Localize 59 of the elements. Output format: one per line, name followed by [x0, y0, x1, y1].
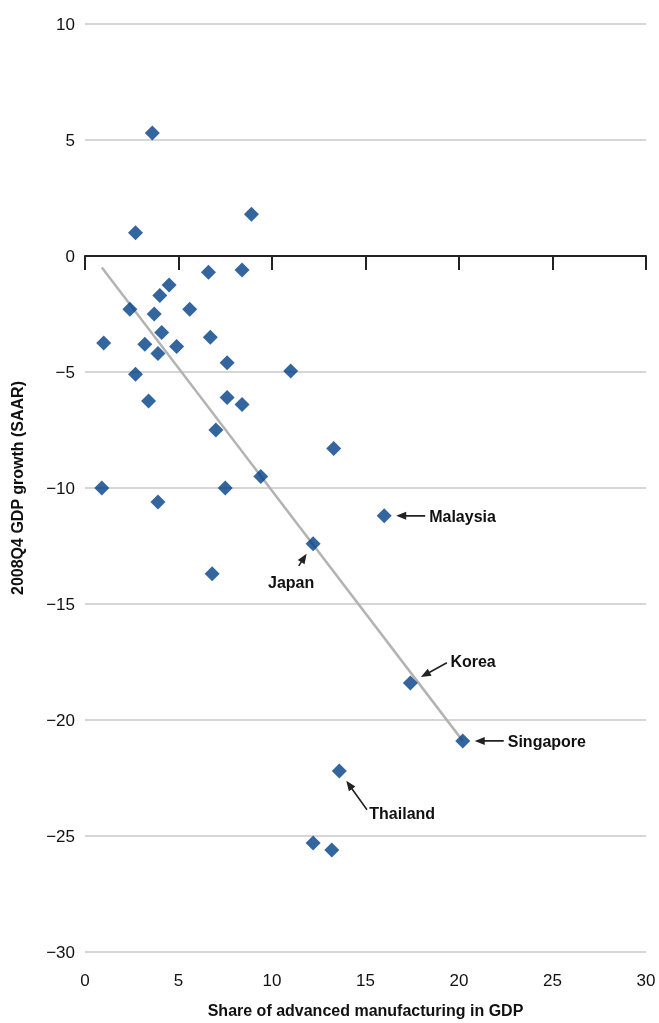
point: [161, 277, 177, 293]
y-tick-label: 10: [56, 14, 75, 34]
point: [219, 390, 235, 406]
point: [217, 480, 233, 496]
annotation: Malaysia: [429, 507, 497, 525]
y-tick-label: 5: [65, 130, 75, 150]
point: [94, 480, 110, 496]
x-tick-label: 5: [173, 971, 184, 990]
point: [324, 842, 340, 858]
annotation: Korea: [450, 652, 496, 670]
y-tick-label: −20: [46, 710, 75, 730]
y-tick-label: −25: [46, 826, 75, 846]
point: [331, 763, 347, 779]
point: [305, 536, 321, 552]
point: [243, 206, 259, 222]
y-axis-title: 2008Q4 GDP growth (SAAR): [8, 381, 26, 595]
point: [144, 125, 160, 141]
point: [376, 508, 392, 524]
x-tick-label: 0: [80, 971, 90, 990]
annotation: Japan: [268, 573, 315, 591]
point: [150, 345, 166, 361]
point: [402, 675, 418, 691]
point: [182, 301, 198, 317]
y-tick-label: −15: [46, 594, 75, 614]
x-tick-label: 20: [449, 971, 469, 990]
point: [127, 366, 143, 382]
point: [305, 835, 321, 851]
annotation: Thailand: [369, 805, 436, 823]
annotation: Singapore: [507, 732, 587, 750]
y-tick-label: −5: [55, 362, 75, 382]
point: [169, 338, 185, 354]
point: [326, 441, 342, 457]
y-tick-label: −10: [46, 478, 75, 498]
x-tick-label: 30: [636, 971, 656, 990]
point: [202, 329, 218, 345]
point: [154, 325, 170, 341]
point: [208, 422, 224, 438]
point: [234, 262, 250, 278]
point: [219, 355, 235, 371]
point: [137, 336, 153, 352]
x-tick-label: 15: [356, 971, 375, 990]
point: [283, 363, 299, 379]
point: [127, 225, 143, 241]
x-tick-label: 10: [262, 971, 282, 990]
y-tick-label: −30: [46, 942, 75, 962]
point: [253, 468, 269, 484]
point: [122, 301, 138, 317]
point: [96, 335, 112, 351]
point: [146, 306, 162, 322]
x-axis-title: Share of advanced manufacturing in GDP: [207, 1001, 524, 1019]
y-tick-label: 0: [65, 246, 75, 266]
point: [150, 494, 166, 510]
point: [200, 264, 216, 280]
point: [152, 287, 168, 303]
x-tick-label: 25: [543, 971, 562, 990]
point: [141, 393, 157, 409]
point: [234, 396, 250, 412]
point: [204, 566, 220, 582]
point: [455, 733, 471, 749]
